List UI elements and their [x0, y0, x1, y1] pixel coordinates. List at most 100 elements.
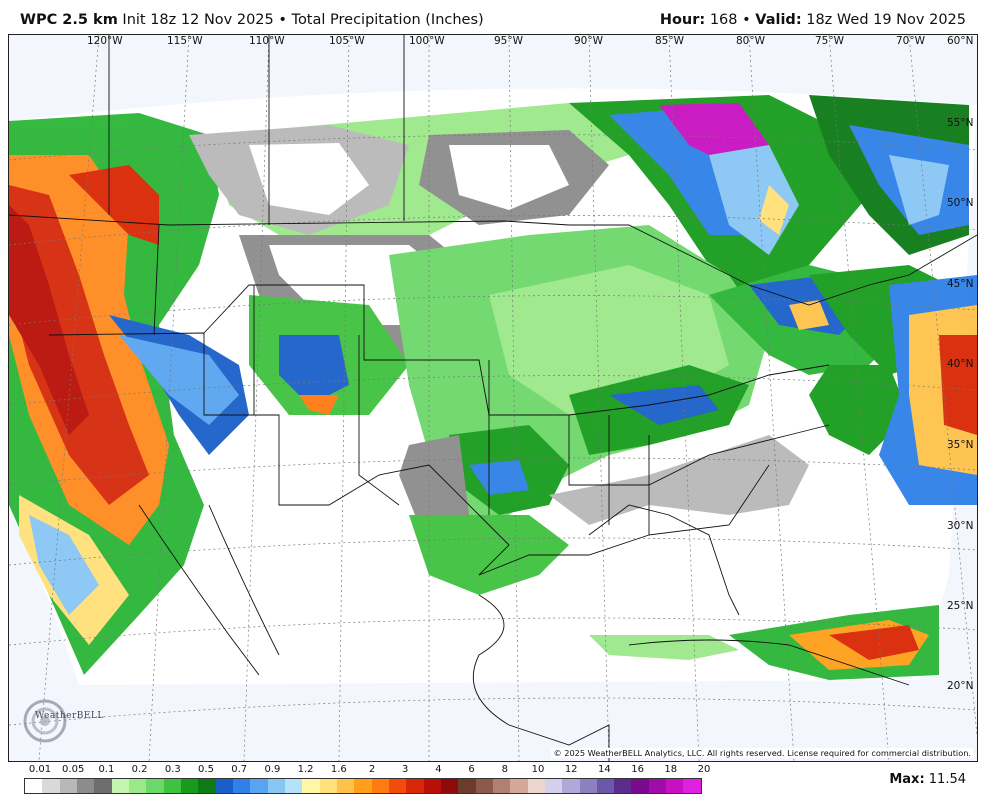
legend-swatch: [666, 779, 684, 793]
legend-swatch: [527, 779, 545, 793]
map-header: WPC 2.5 km Init 18z 12 Nov 2025 • Total …: [0, 0, 984, 34]
model-name: WPC 2.5 km: [20, 12, 118, 28]
legend-tick-label: 0.9: [264, 764, 281, 775]
hour-value: 168: [709, 12, 738, 28]
precip-legend: 0.01 0.05 0.1 0.2 0.3 0.5 0.7 0.9 1.2 1.6 2 3 4 6 8 10 1…: [20, 764, 711, 804]
legend-swatch: [596, 779, 615, 793]
lat-label: 30°N: [947, 520, 974, 532]
precipitation-map[interactable]: 120°W 115°W 110°W 105°W 100°W 95°W 90°W …: [8, 34, 978, 762]
political-boundaries: [9, 35, 977, 761]
legend-swatch: [180, 779, 199, 793]
lat-label: 40°N: [947, 358, 974, 370]
legend-swatch: [440, 779, 459, 793]
valid-value: 18z Wed 19 Nov 2025: [806, 12, 966, 28]
lon-label: 110°W: [249, 35, 285, 47]
legend-tick-label: 0.01: [28, 764, 52, 775]
legend-tick-label: 0.7: [231, 764, 248, 775]
lat-label: 60°N: [947, 35, 974, 47]
init-time: Init 18z 12 Nov 2025: [122, 12, 274, 28]
legend-swatch: [510, 779, 528, 793]
map-canvas: [9, 35, 977, 761]
legend-swatch: [683, 779, 701, 793]
lon-label: 90°W: [574, 35, 603, 47]
legend-swatch: [232, 779, 251, 793]
lon-label: 100°W: [409, 35, 445, 47]
hour-label: Hour:: [659, 12, 706, 28]
map-title: WPC 2.5 km Init 18z 12 Nov 2025 • Total …: [20, 12, 484, 28]
max-label: Max:: [889, 772, 925, 787]
lat-label: 25°N: [947, 600, 974, 612]
lon-label: 80°W: [736, 35, 765, 47]
legend-swatch: [354, 779, 372, 793]
max-value-box: Max: 11.54: [889, 772, 966, 787]
legend-tick-label: 0.5: [198, 764, 214, 775]
lon-label: 120°W: [87, 35, 123, 47]
legend-swatch: [111, 779, 129, 793]
legend-swatch: [336, 779, 355, 793]
legend-tick-labels: 0.01 0.05 0.1 0.2 0.3 0.5 0.7 0.9 1.2 1.6 2 3 4 6 8 10 1…: [20, 764, 711, 778]
legend-swatch: [25, 779, 43, 793]
legend-tick-label: 0.2: [131, 764, 148, 775]
legend-swatch: [579, 779, 597, 793]
legend-tick-label: 14: [598, 764, 611, 775]
time-separator: •: [742, 12, 751, 28]
title-separator: •: [278, 12, 287, 28]
legend-tick-label: 18: [664, 764, 678, 775]
legend-tick-label: 0.3: [164, 764, 181, 775]
legend-colorbar: [24, 778, 702, 794]
legend-swatch: [544, 779, 563, 793]
legend-swatch: [475, 779, 493, 793]
graticule: [9, 35, 977, 761]
lat-label: 55°N: [947, 117, 974, 129]
forecast-time: Hour: 168 • Valid: 18z Wed 19 Nov 2025: [660, 12, 966, 28]
legend-swatch: [198, 779, 216, 793]
precip-shading: [9, 95, 977, 680]
legend-swatch: [302, 779, 320, 793]
legend-tick-label: 3: [402, 764, 409, 775]
legend-swatch: [163, 779, 181, 793]
legend-swatch: [42, 779, 60, 793]
legend-swatch: [388, 779, 407, 793]
legend-swatch: [284, 779, 303, 793]
legend-swatch: [250, 779, 268, 793]
lat-label: 20°N: [947, 680, 974, 692]
max-value: 11.54: [928, 772, 966, 787]
legend-tick-label: 10: [531, 764, 545, 775]
copyright-notice: © 2025 WeatherBELL Analytics, LLC. All r…: [551, 748, 973, 758]
legend-tick-label: 16: [631, 764, 644, 775]
legend-swatch: [648, 779, 667, 793]
legend-swatch: [562, 779, 580, 793]
legend-tick-label: 4: [435, 764, 442, 775]
legend-swatch: [406, 779, 424, 793]
legend-swatch: [614, 779, 632, 793]
legend-swatch: [267, 779, 285, 793]
legend-swatch: [94, 779, 112, 793]
lon-label: 95°W: [494, 35, 523, 47]
field-name: Total Precipitation (Inches): [291, 12, 484, 28]
legend-tick-label: 12: [564, 764, 578, 775]
legend-swatch: [59, 779, 77, 793]
lon-label: 75°W: [815, 35, 844, 47]
legend-swatch: [319, 779, 337, 793]
legend-tick-label: 1.2: [297, 764, 314, 775]
legend-tick-label: 20: [697, 764, 711, 775]
legend-swatch: [492, 779, 511, 793]
lat-label: 35°N: [947, 439, 974, 451]
legend-swatch: [128, 779, 147, 793]
legend-tick-label: 0.05: [62, 764, 85, 775]
weatherbell-logo: WeatherBELL: [15, 697, 111, 745]
lon-label: 70°W: [896, 35, 925, 47]
legend-tick-label: 1.6: [330, 764, 347, 775]
lon-label: 115°W: [167, 35, 203, 47]
legend-swatch: [215, 779, 233, 793]
lat-label: 45°N: [947, 278, 974, 290]
lat-label: 50°N: [947, 197, 974, 209]
legend-swatch: [371, 779, 389, 793]
legend-tick-label: 6: [468, 764, 475, 775]
legend-tick-label: 8: [501, 764, 508, 775]
logo-swirl-icon: [23, 699, 67, 743]
logo-text: WeatherBELL: [35, 711, 104, 721]
legend-swatch: [76, 779, 95, 793]
lon-label: 105°W: [329, 35, 365, 47]
legend-swatch: [631, 779, 649, 793]
